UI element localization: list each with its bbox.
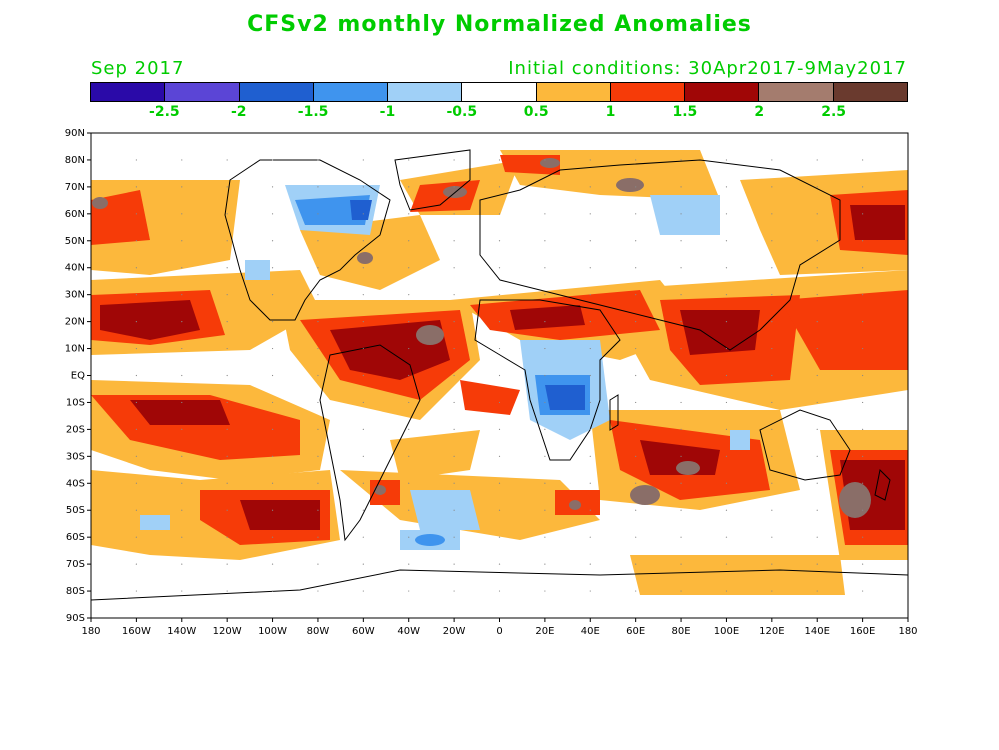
legend-swatch — [833, 83, 907, 101]
legend-label: 0.5 — [523, 104, 549, 120]
lat-label: 30N — [65, 290, 85, 301]
legend-label: 2.5 — [821, 104, 847, 120]
legend-swatch — [759, 83, 834, 101]
grid-dots — [135, 159, 864, 592]
legend-label: 1.5 — [672, 104, 698, 120]
legend-swatch — [388, 83, 463, 101]
legend-swatch — [313, 83, 389, 101]
initial-conditions: Initial conditions: 30Apr2017-9May2017 — [508, 58, 907, 79]
lon-label: 80W — [307, 626, 330, 637]
lon-label: 60W — [352, 626, 375, 637]
lat-label: 90N — [65, 128, 85, 139]
lat-label: 40S — [66, 478, 85, 489]
lat-label: EQ — [71, 371, 85, 382]
lon-label: 120E — [759, 626, 784, 637]
legend-label: -0.5 — [446, 104, 478, 120]
lon-label: 100W — [258, 626, 287, 637]
legend-swatch — [165, 83, 240, 101]
lon-label: 60E — [626, 626, 645, 637]
lat-label: 10N — [65, 344, 85, 355]
valid-month: Sep 2017 — [91, 58, 185, 79]
lon-label: 20W — [443, 626, 466, 637]
lat-label: 50S — [66, 505, 85, 516]
lat-label: 70N — [65, 182, 85, 193]
lat-label: 20N — [65, 317, 85, 328]
lon-label: 180 — [898, 626, 917, 637]
lat-label: 30S — [66, 451, 85, 462]
legend-label: -1.5 — [297, 104, 329, 120]
legend-label: 2 — [754, 104, 765, 120]
lon-label: 20E — [535, 626, 554, 637]
legend-swatch — [462, 83, 537, 101]
legend-swatch — [239, 83, 314, 101]
lon-label: 180 — [81, 626, 100, 637]
lat-label: 70S — [66, 559, 85, 570]
longitude-axis: 180 160W 140W 120W 100W 80W 60W 40W 20W 0 20E 40E 60… — [81, 618, 918, 637]
anomaly-positive-extreme — [92, 158, 871, 518]
lat-label: 10S — [66, 397, 85, 408]
lat-label: 60N — [65, 209, 85, 220]
lat-label: 80S — [66, 586, 85, 597]
legend-label: -2.5 — [149, 104, 180, 120]
lon-label: 100E — [714, 626, 739, 637]
lon-label: 40W — [397, 626, 420, 637]
lon-label: 160W — [122, 626, 151, 637]
lon-label: 0 — [496, 626, 502, 637]
coastlines — [91, 149, 908, 601]
lat-label: 50N — [65, 236, 85, 247]
latitude-axis: 90N 80N 70N 60N 50N 40N 30N 20N 10N EQ 10S 20S 30S 40… — [65, 128, 91, 624]
anomaly-positive-strong — [100, 205, 905, 530]
legend-label: -1 — [379, 104, 396, 120]
lon-label: 140E — [805, 626, 830, 637]
legend-swatch — [91, 83, 166, 101]
legend-swatch — [536, 83, 611, 101]
lat-label: 60S — [66, 532, 85, 543]
lat-label: 40N — [65, 263, 85, 274]
lon-label: 140W — [167, 626, 196, 637]
legend-swatch — [685, 83, 760, 101]
anomaly-negative-strong — [350, 200, 585, 410]
map-title: CFSv2 monthly Normalized Anomalies — [247, 12, 752, 37]
color-legend — [90, 82, 908, 102]
lat-label: 90S — [66, 613, 85, 624]
lon-label: 80E — [672, 626, 691, 637]
legend-label: 1 — [605, 104, 616, 120]
lon-label: 160E — [850, 626, 875, 637]
lon-label: 40E — [581, 626, 600, 637]
lat-label: 80N — [65, 155, 85, 166]
lat-label: 20S — [66, 424, 85, 435]
legend-swatch — [610, 83, 686, 101]
legend-label: -2 — [230, 104, 247, 120]
lon-label: 120W — [213, 626, 242, 637]
